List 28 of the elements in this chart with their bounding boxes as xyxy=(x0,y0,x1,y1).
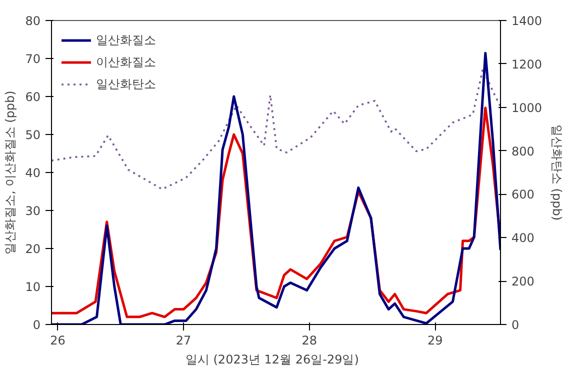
y-tick-label: 0 xyxy=(32,318,41,332)
y-tick-label: 60 xyxy=(25,90,41,104)
legend-label: 일산화질소 xyxy=(96,32,156,48)
x-tick-label: 27 xyxy=(176,334,192,348)
y2-tick-label: 400 xyxy=(512,231,534,246)
y-tick-label: 20 xyxy=(25,242,41,256)
y2-tick-label: 1200 xyxy=(512,57,542,72)
y-tick-label: 10 xyxy=(25,280,41,294)
y2-tick-label: 1400 xyxy=(512,14,542,28)
y2-tick-label: 1000 xyxy=(512,100,542,115)
y-axis-title: 일산화질소, 이산화질소 (ppb) xyxy=(3,90,18,254)
y-tick-label: 50 xyxy=(25,128,41,142)
y2-tick-label: 600 xyxy=(512,188,534,202)
legend-label: 일산화탄소 xyxy=(96,76,156,92)
y-tick-label: 80 xyxy=(25,14,41,28)
legend-label: 이산화질소 xyxy=(96,54,156,70)
y-tick-label: 40 xyxy=(25,166,41,180)
line-series xyxy=(52,68,500,190)
y2-tick-label: 0 xyxy=(512,318,520,332)
x-tick-label: 26 xyxy=(50,334,66,348)
y-tick-label: 70 xyxy=(25,52,41,66)
x-tick-label: 28 xyxy=(302,334,317,348)
x-axis-title: 일시 (2023년 12월 26일-29일) xyxy=(185,352,359,366)
y-tick-label: 30 xyxy=(25,204,41,218)
y2-axis-title: 일산화탄소 (ppb) xyxy=(550,124,564,221)
y2-tick-label: 800 xyxy=(512,144,534,158)
y2-tick-label: 200 xyxy=(512,274,534,289)
x-tick-label: 29 xyxy=(427,334,443,348)
